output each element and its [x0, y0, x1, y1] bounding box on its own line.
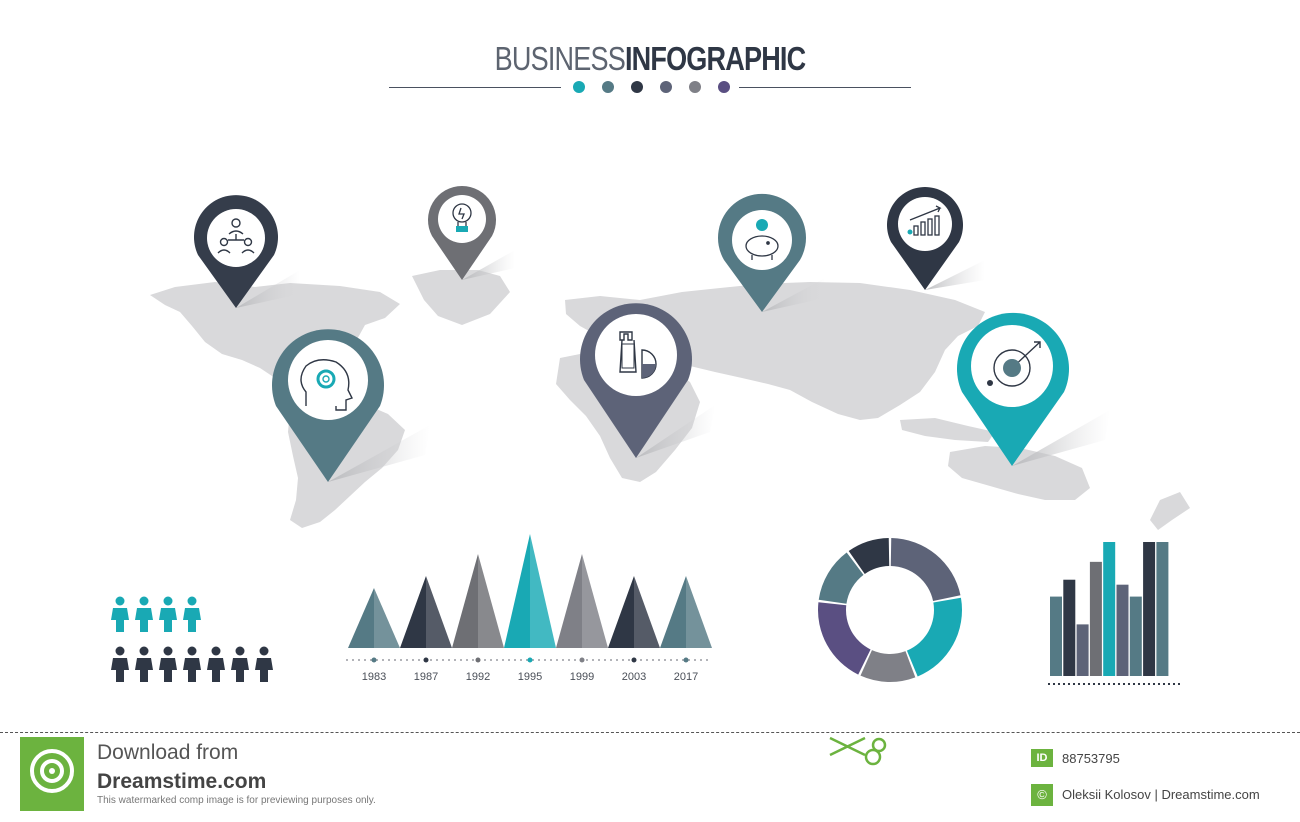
- continent-new-zealand: [1150, 492, 1190, 530]
- timeline-tick: [475, 657, 481, 663]
- pin-team[interactable]: [193, 195, 300, 308]
- id-badge: ID: [1031, 749, 1053, 767]
- timeline-tick: [579, 657, 585, 663]
- title-dot-3: [631, 81, 643, 93]
- timeline-tick: [527, 657, 533, 663]
- people-chart: [111, 596, 273, 682]
- person-icon: [135, 646, 153, 682]
- year-label: 1987: [414, 671, 438, 683]
- image-id: 88753795: [1062, 751, 1120, 766]
- donut-slice: [860, 650, 916, 682]
- year-label: 2017: [674, 671, 698, 683]
- spiral-logo-icon: [30, 749, 74, 793]
- dreamstime-logo: [20, 737, 84, 811]
- bar-mark: [1050, 596, 1062, 676]
- triangle-mark: [348, 588, 400, 648]
- bar-mark: [1143, 542, 1156, 676]
- person-icon: [255, 646, 273, 682]
- title-dot-6: [718, 81, 730, 93]
- continent-islands: [900, 418, 995, 442]
- person-highlight-icon: [159, 596, 177, 632]
- team-network-icon: [217, 218, 255, 254]
- bar-mark: [1156, 542, 1169, 676]
- pin-growth[interactable]: [887, 187, 985, 290]
- title-light: BUSINESS: [494, 40, 626, 77]
- head-gear-icon: [300, 359, 353, 411]
- bar-chart: [1048, 542, 1182, 685]
- bar-mark: [1063, 579, 1076, 676]
- year-label: 1999: [570, 671, 594, 683]
- bar-mark: [1103, 542, 1116, 676]
- pin-target[interactable]: [956, 312, 1110, 466]
- continent-greenland: [412, 270, 510, 325]
- triangle-mark: [452, 554, 504, 648]
- bar-mark: [1089, 561, 1102, 676]
- title-dot-2: [602, 81, 614, 93]
- bar-mark: [1129, 596, 1142, 676]
- person-icon: [231, 646, 249, 682]
- photo-credit: Oleksii Kolosov | Dreamstime.com: [1062, 787, 1260, 802]
- year-label: 1992: [466, 671, 490, 683]
- pin-mind[interactable]: [272, 329, 430, 482]
- continent-north-america: [150, 282, 400, 390]
- title-dot-1: [573, 81, 585, 93]
- person-icon: [183, 646, 201, 682]
- donut-slice: [818, 602, 871, 675]
- watermark-footer: Download from Dreamstime.com This waterm…: [0, 732, 1300, 822]
- pin-strategy[interactable]: [580, 303, 715, 458]
- year-label: 1995: [518, 671, 542, 683]
- pin-savings[interactable]: [717, 193, 825, 312]
- person-icon: [159, 646, 177, 682]
- donut-slice: [848, 538, 890, 574]
- triangle-mark: [504, 534, 556, 648]
- bar-mark: [1116, 584, 1129, 676]
- timeline-tick: [683, 657, 689, 663]
- title-bold: INFOGRAPHIC: [624, 40, 806, 77]
- download-line2[interactable]: Dreamstime.com: [97, 770, 267, 793]
- bar-mark: [1076, 624, 1089, 676]
- growth-chart-icon: [909, 205, 942, 236]
- page-title: BUSINESSINFOGRAPHIC: [117, 40, 1183, 78]
- donut-slice: [818, 552, 864, 604]
- timeline-tick: [423, 657, 429, 663]
- map-pins: [193, 186, 1110, 482]
- person-icon: [111, 646, 129, 682]
- scissors-icon: [829, 736, 887, 766]
- triangle-mark: [400, 576, 452, 648]
- title-rule-right: [739, 87, 911, 88]
- donut-slice: [906, 597, 962, 677]
- triangle-mark: [608, 576, 660, 648]
- title-dot-5: [689, 81, 701, 93]
- year-label: 1983: [362, 671, 386, 683]
- pin-idea[interactable]: [428, 186, 515, 280]
- continent-australia: [948, 446, 1090, 500]
- timeline-tick: [631, 657, 637, 663]
- donut-chart: [818, 538, 962, 682]
- person-icon: [207, 646, 225, 682]
- timeline-triangle-chart: 1983 1987 1992 1995 1999 2003 2017: [346, 534, 712, 683]
- timeline-tick: [371, 657, 377, 663]
- triangle-mark: [660, 576, 712, 648]
- person-highlight-icon: [135, 596, 153, 632]
- donut-slice: [890, 538, 961, 602]
- piggy-bank-icon: [745, 235, 779, 260]
- triangle-mark: [556, 554, 608, 648]
- download-line1: Download from: [97, 741, 239, 764]
- title-dot-4: [660, 81, 672, 93]
- title-rule-left: [389, 87, 561, 88]
- person-highlight-icon: [111, 596, 129, 632]
- year-label: 2003: [622, 671, 646, 683]
- person-highlight-icon: [183, 596, 201, 632]
- copyright-icon: ©: [1031, 784, 1053, 806]
- watermark-notice: This watermarked comp image is for previ…: [97, 795, 376, 806]
